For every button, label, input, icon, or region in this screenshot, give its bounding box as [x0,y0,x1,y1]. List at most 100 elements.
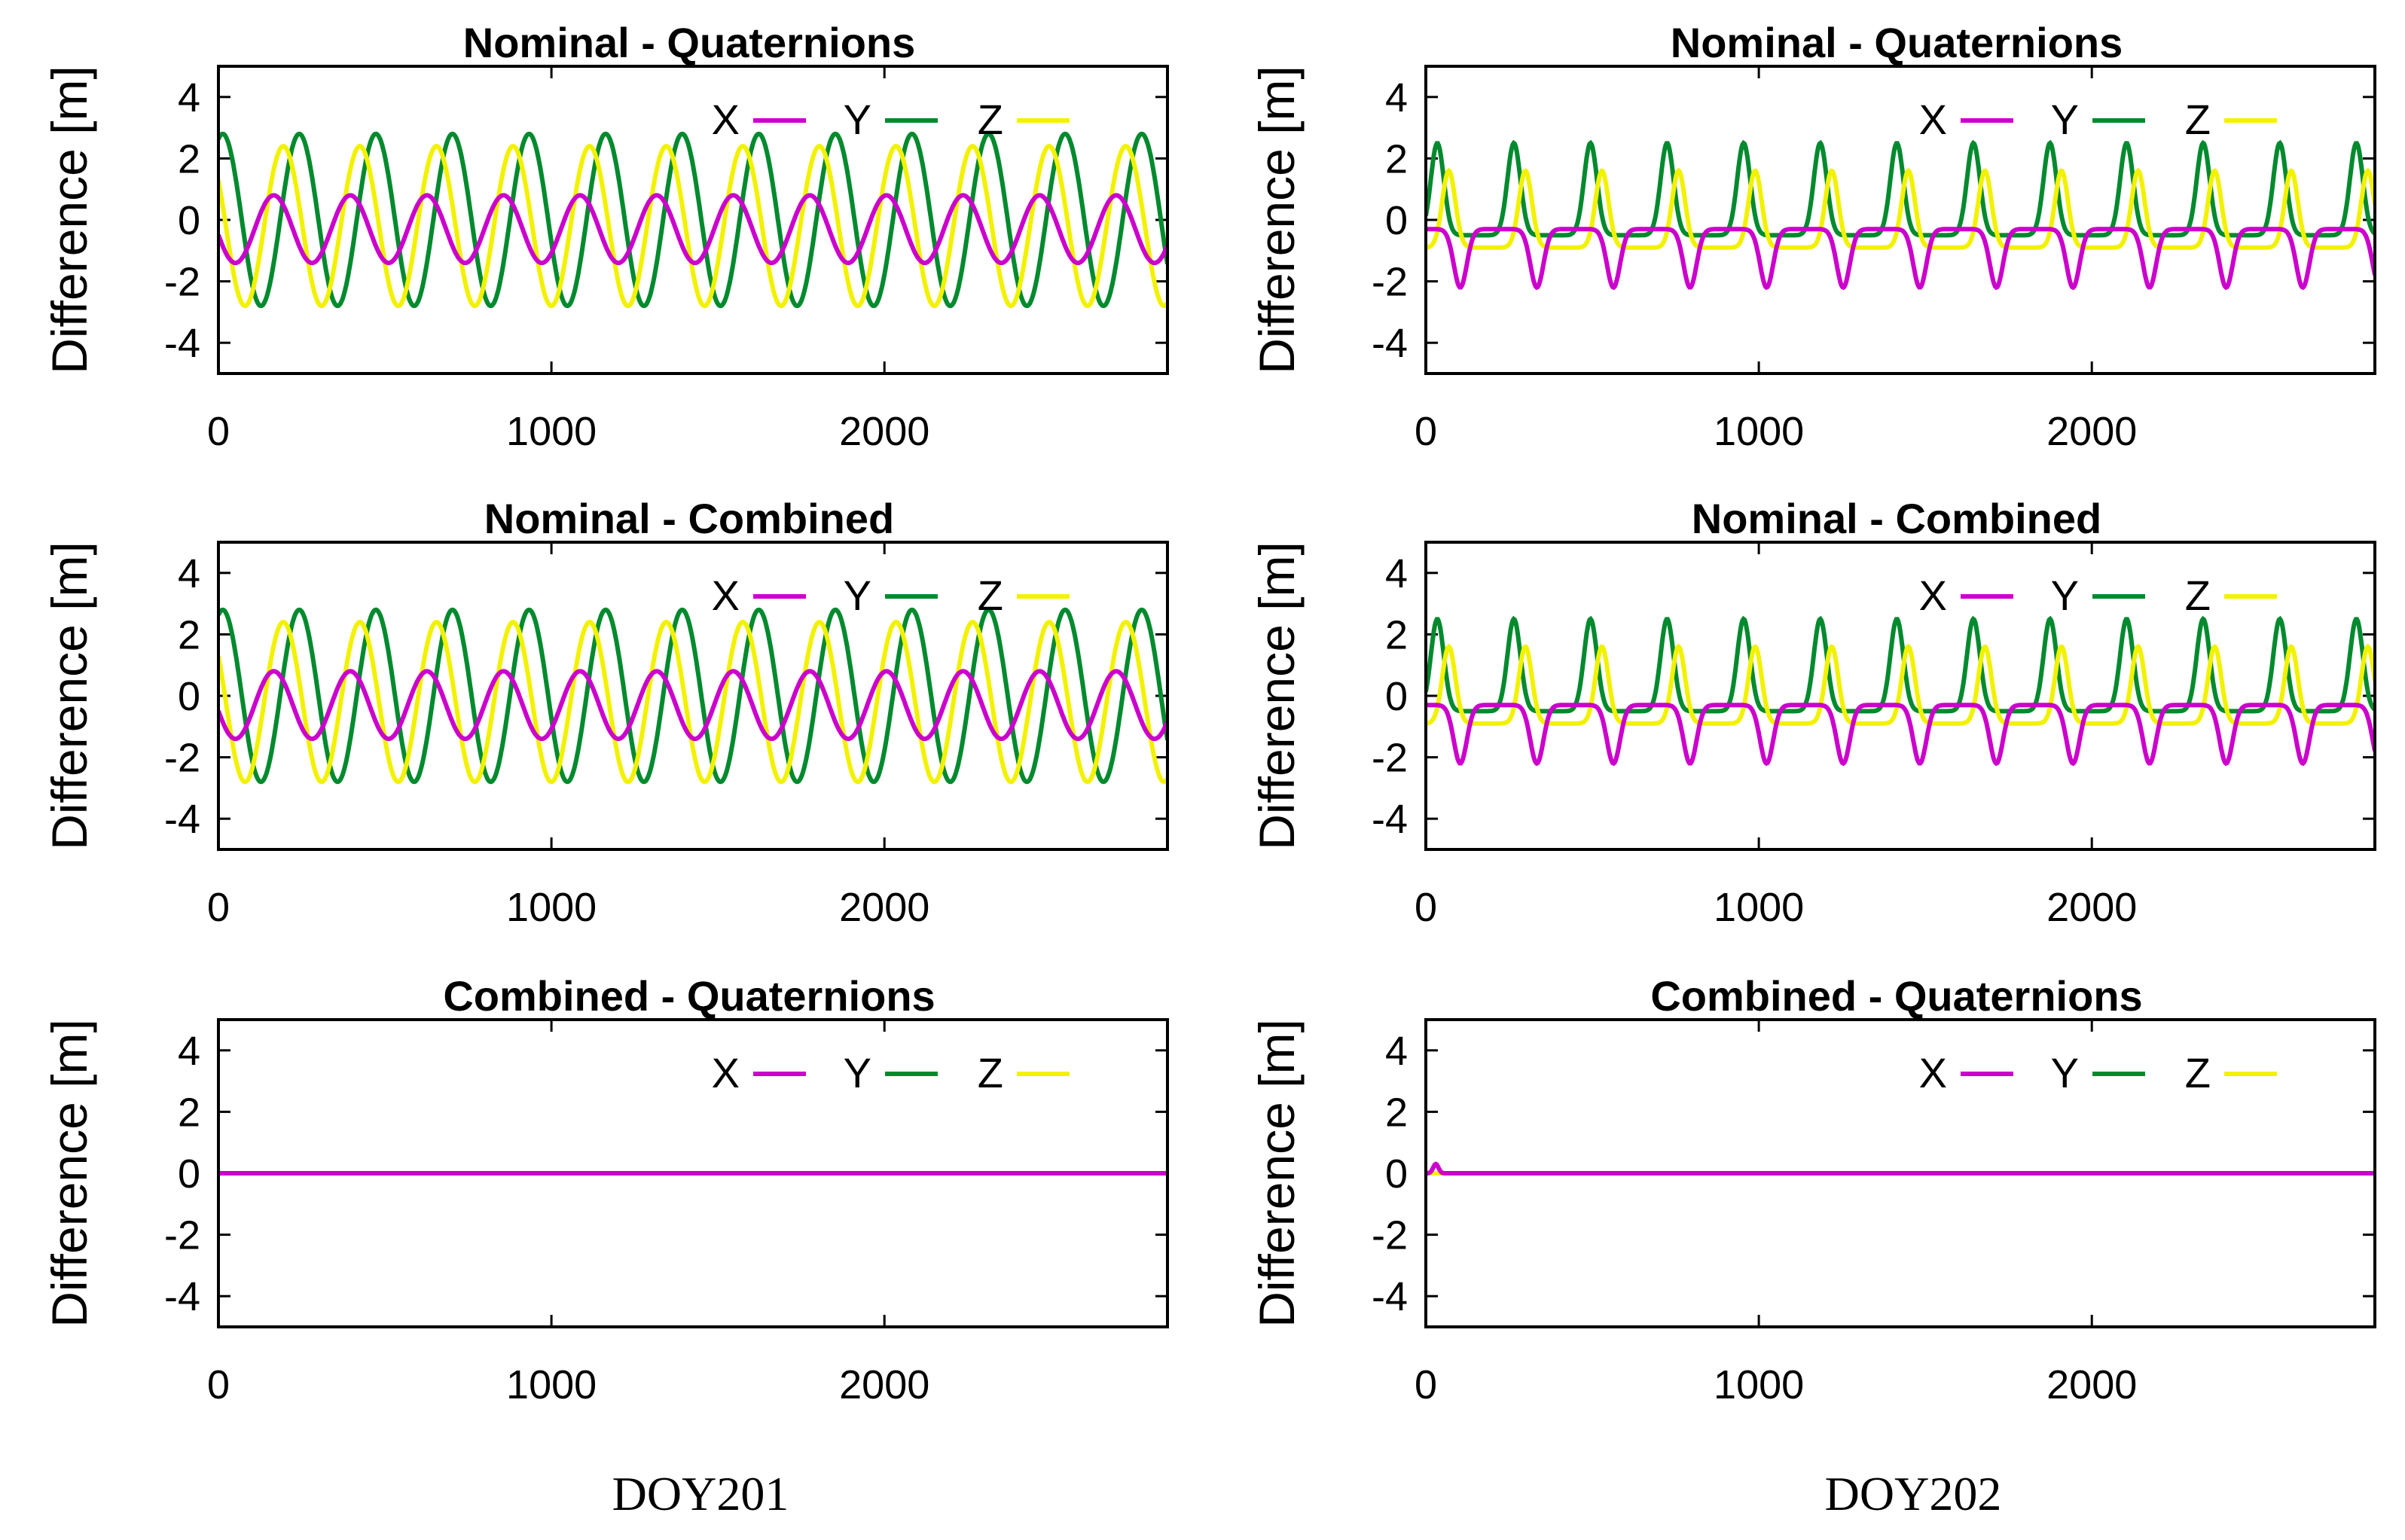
panel-1: Nominal - Quaternions Difference [m] 4 2 0 -2… [41,19,1169,454]
panel-5-legend-label-z: Z [978,1049,1003,1096]
panel-3-ytick-label: -2 [164,736,200,781]
panel-2-ytick-label: 0 [1385,198,1408,243]
panel-6-legend-label-y: Y [2051,1049,2079,1096]
panel-3-legend-label-x: X [712,572,740,619]
panel-3-series-y [218,607,1167,785]
panel-1-ytick-label: 2 [178,136,200,181]
panel-1-xtick-label: 2000 [839,409,929,454]
panel-5-ylabel: Difference [m] [41,1019,97,1328]
panel-4-ytick-label: 2 [1385,612,1408,657]
panel-1-ytick-label: -4 [164,321,200,366]
panel-5-xtick-label: 0 [207,1362,230,1407]
panel-5-ytick-label: 2 [178,1090,200,1135]
panel-4-series-y [1426,615,2375,714]
panel-2-xtick-label: 2000 [2046,409,2137,454]
column-label-doy201: DOY201 [612,1467,789,1520]
panel-4-xtick-label: 1000 [1714,885,1804,930]
panel-6-frame [1424,1018,2376,1328]
panel-2-xtick-label: 0 [1415,409,1437,454]
panel-5-ytick-label: 4 [178,1029,200,1074]
panel-2-legend-label-z: Z [2185,96,2211,143]
panel-5-title: Combined - Quaternions [443,972,935,1020]
panel-2-title: Nominal - Quaternions [1671,19,2123,66]
panel-6-legend-label-x: X [1919,1049,1947,1096]
panel-2-series-y [1426,139,2375,238]
panel-5-legend-label-y: Y [844,1049,871,1096]
column-label-doy202: DOY202 [1825,1467,2002,1520]
panel-4-xtick-label: 0 [1415,885,1437,930]
panel-3-legend-label-z: Z [978,572,1003,619]
panel-1-frame [217,65,1169,375]
panel-6-title: Combined - Quaternions [1650,972,2142,1020]
panel-6-ytick-label: 2 [1385,1090,1408,1135]
panel-2-xtick-label: 1000 [1714,409,1804,454]
panel-3-legend-label-y: Y [844,572,871,619]
panel-6-xtick-label: 0 [1415,1362,1437,1407]
panel-1-title: Nominal - Quaternions [463,19,916,66]
panel-1-ytick-label: -2 [164,260,200,305]
panel-3-series-x [218,669,1167,742]
panel-5-xtick-label: 1000 [506,1362,597,1407]
panel-4-ytick-label: -2 [1372,736,1408,781]
panel-1-ytick-label: 4 [178,75,200,120]
panel-4-frame [1424,541,2376,851]
panel-3-series-z [218,619,1167,785]
panel-5: Combined - Quaternions Difference [m] 4 2 0 -… [41,972,1169,1407]
panel-4-ylabel: Difference [m] [1249,541,1305,850]
panel-6-series-x [1426,1161,2375,1176]
panel-3-frame [217,541,1169,851]
panel-6-xtick-label: 2000 [2046,1362,2137,1407]
panel-1-ytick-label: 0 [178,198,200,243]
panel-1-xtick-label: 0 [207,409,230,454]
panel-2: Nominal - Quaternions Difference [m] 4 2 0 -2… [1249,19,2376,454]
panel-1-legend-label-z: Z [978,96,1003,143]
panel-2-series-z [1426,167,2375,250]
panel-4-ytick-label: 4 [1385,551,1408,596]
panel-5-ytick-label: -2 [164,1213,200,1258]
panel-6-ytick-label: 0 [1385,1151,1408,1197]
panel-1-legend-label-y: Y [844,96,871,143]
panel-2-ytick-label: -2 [1372,260,1408,305]
panel-2-legend-label-y: Y [2051,96,2079,143]
panel-3-xtick-label: 1000 [506,885,597,930]
panel-4-title: Nominal - Combined [1692,495,2101,542]
panel-3-ytick-label: 2 [178,612,200,657]
panel-6-ytick-label: -2 [1372,1213,1408,1258]
panel-6-ylabel: Difference [m] [1249,1019,1305,1328]
panel-5-legend-label-x: X [712,1049,740,1096]
panel-3-ytick-label: 0 [178,674,200,719]
panel-2-frame [1424,65,2376,375]
panel-6-ytick-label: -4 [1372,1274,1408,1319]
panel-3-ylabel: Difference [m] [41,541,97,850]
panel-2-ytick-label: 4 [1385,75,1408,120]
panel-5-xtick-label: 2000 [839,1362,929,1407]
panel-5-ytick-label: 0 [178,1151,200,1197]
panel-3-xtick-label: 2000 [839,885,929,930]
panel-3-ytick-label: -4 [164,797,200,842]
panel-4-legend-label-y: Y [2051,572,2079,619]
panel-2-series-x [1426,227,2375,291]
panel-6-legend-label-z: Z [2185,1049,2211,1096]
panel-3-title: Nominal - Combined [484,495,894,542]
panel-4-series-z [1426,643,2375,726]
panel-4-ytick-label: -4 [1372,797,1408,842]
panel-6-ytick-label: 4 [1385,1029,1408,1074]
panel-5-frame [217,1018,1169,1328]
panel-1-series-z [218,143,1167,309]
panel-1-series-y [218,131,1167,309]
panel-2-ytick-label: -4 [1372,321,1408,366]
panel-4-xtick-label: 2000 [2046,885,2137,930]
panel-1-series-x [218,193,1167,266]
panel-4-legend-label-z: Z [2185,572,2211,619]
panel-2-legend-label-x: X [1919,96,1947,143]
panel-2-ylabel: Difference [m] [1249,66,1305,374]
panel-4-ytick-label: 0 [1385,674,1408,719]
panel-1-legend-label-x: X [712,96,740,143]
chart-panels: Nominal - Quaternions Difference [m] 4 2 0 -2… [41,19,2376,1407]
panel-1-xtick-label: 1000 [506,409,597,454]
panel-4-series-x [1426,703,2375,767]
